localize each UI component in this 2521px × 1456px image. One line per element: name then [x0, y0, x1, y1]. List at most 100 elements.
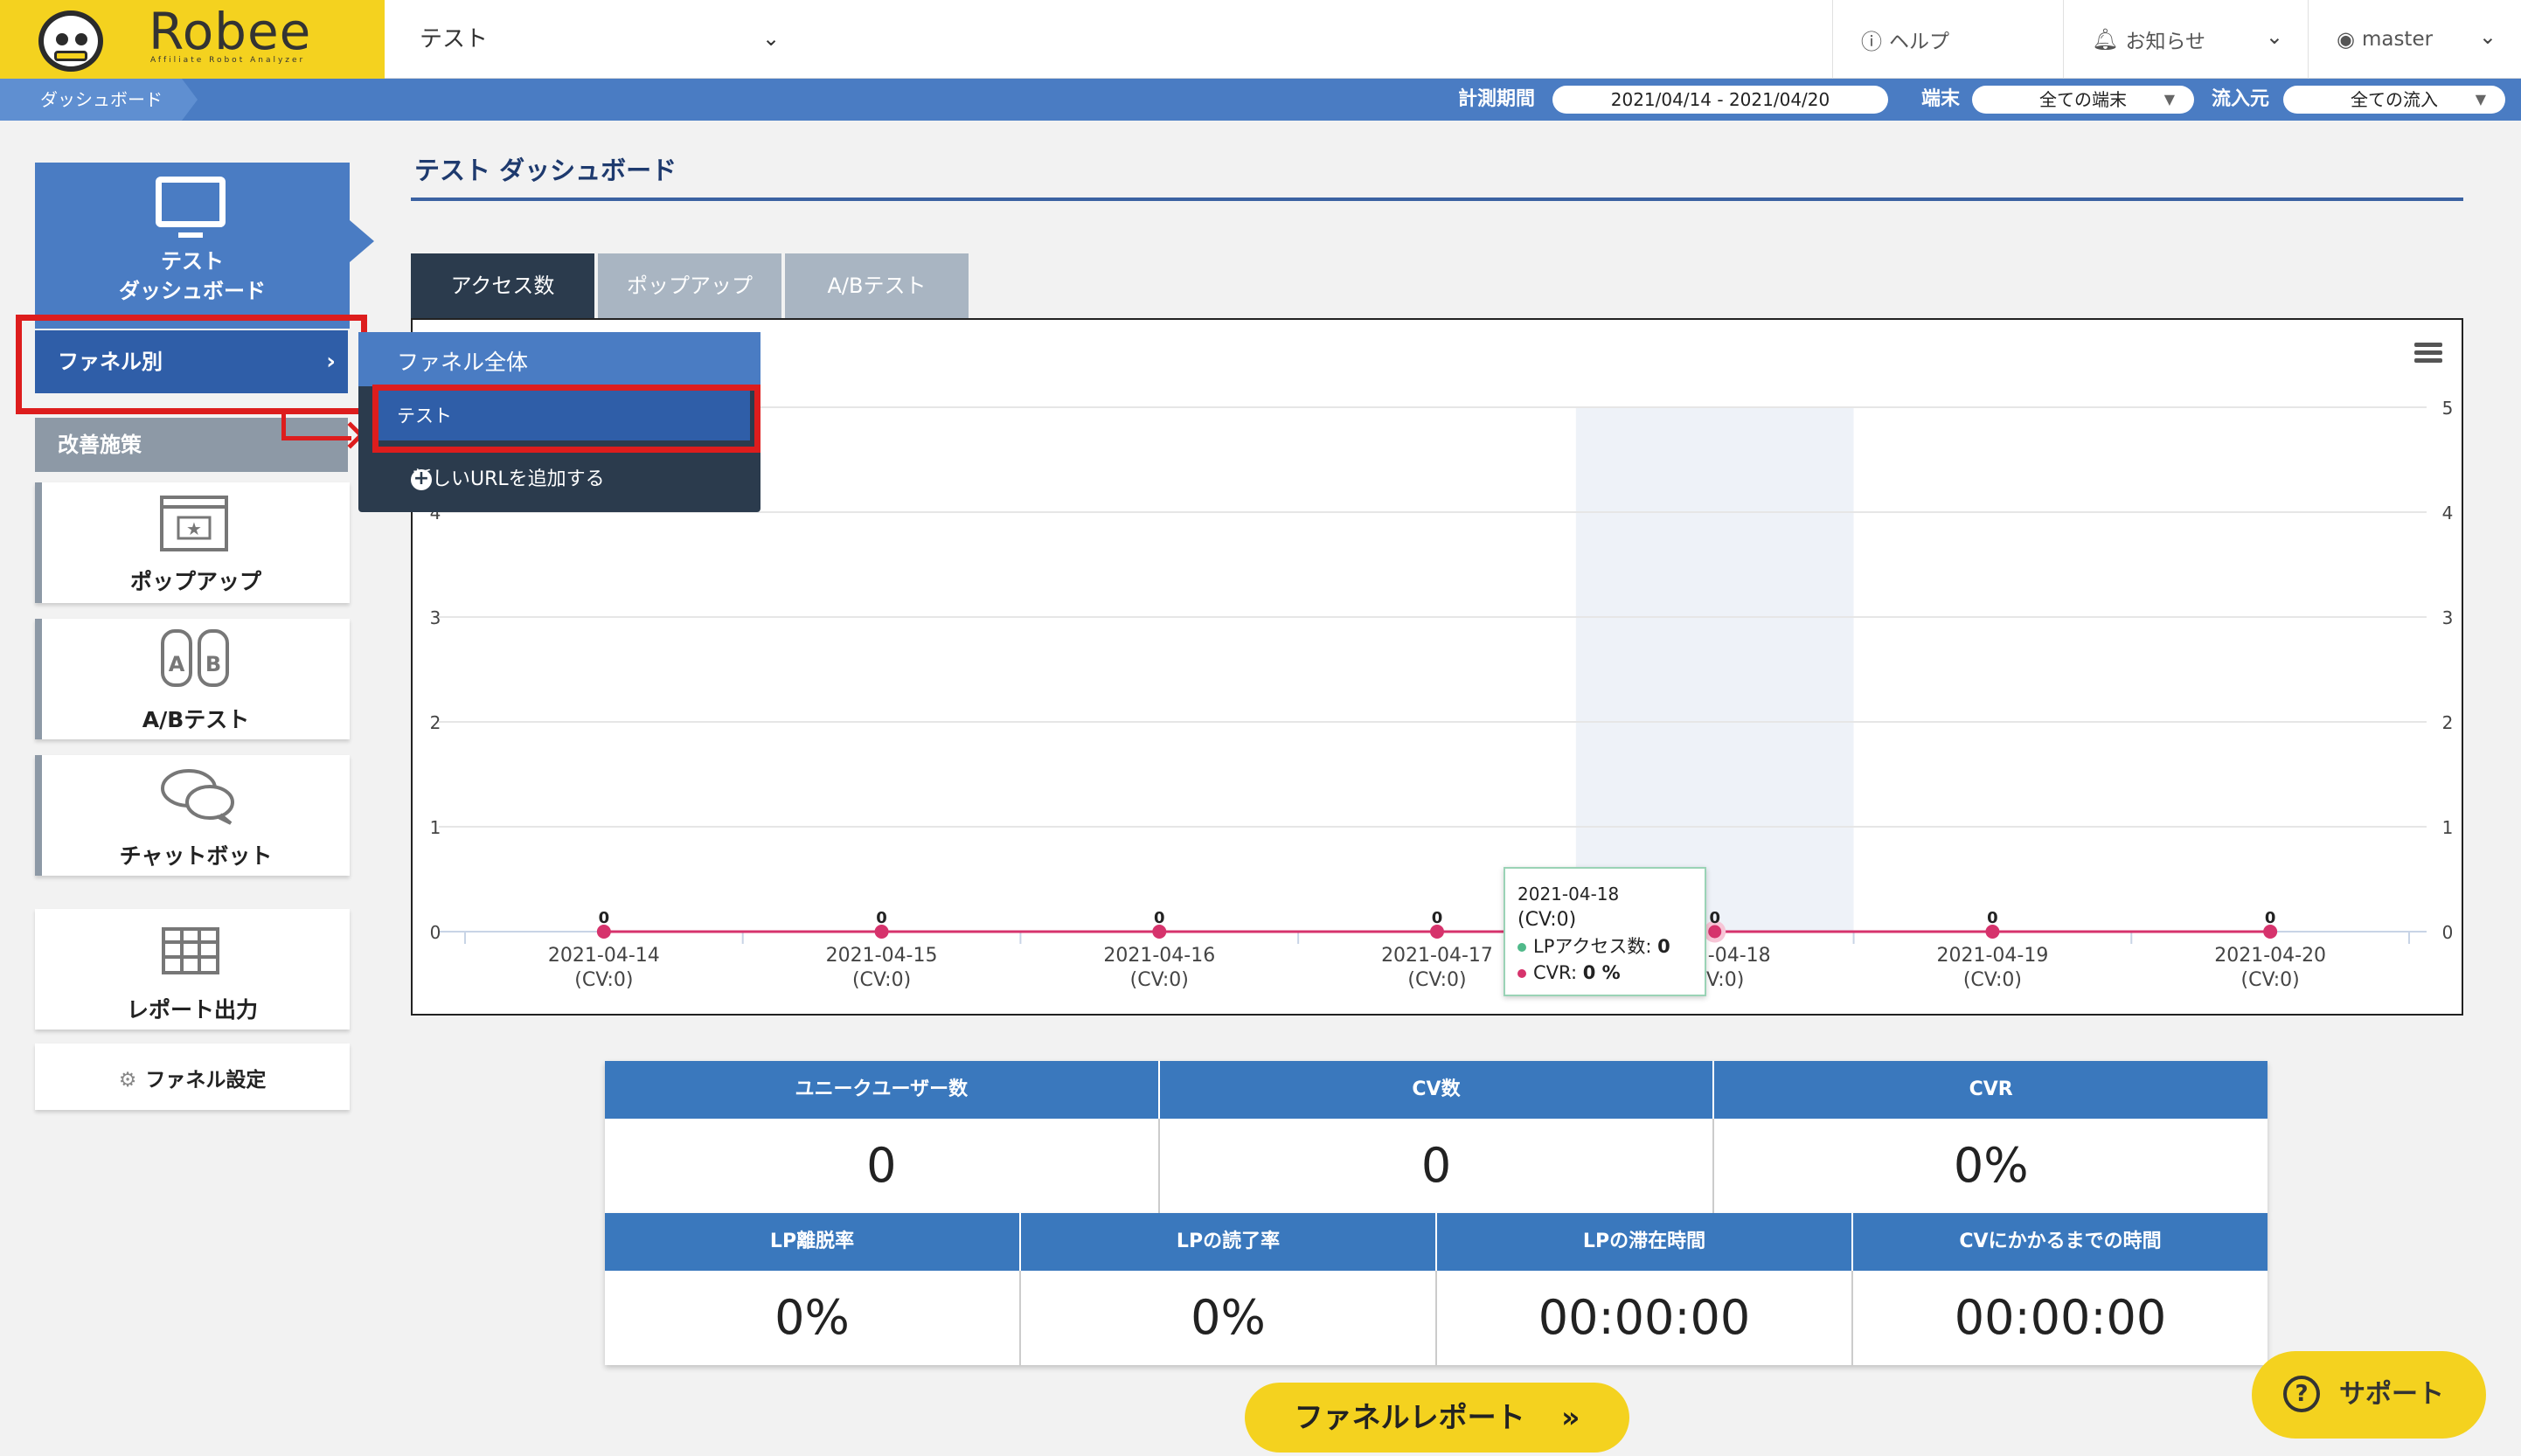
sidebar-item-abtest-label: A/Bテスト: [142, 707, 250, 732]
gear-icon: ⚙: [118, 1069, 137, 1092]
notifications-label: お知らせ: [2125, 31, 2206, 53]
question-circle-icon: ?: [2283, 1376, 2320, 1412]
tooltip-date: 2021-04-18: [1517, 884, 1620, 905]
source-label: 流入元: [2212, 88, 2270, 110]
device-label: 端末: [1921, 88, 1961, 110]
lp-bounce-value: 0%: [605, 1271, 1021, 1365]
hover-band: [1575, 407, 1854, 932]
chat-bubbles-icon: [161, 769, 234, 825]
x-tick-label: 2021-04-16: [1103, 945, 1215, 967]
sidebar-item-funnel[interactable]: ファネル別 ›: [35, 330, 348, 393]
funnel-settings-label: ファネル設定: [145, 1069, 267, 1092]
help-button[interactable]: ⓘ ヘルプ: [1832, 0, 2063, 79]
x-tick-sublabel: (CV:0): [1407, 969, 1466, 991]
x-tick-sublabel: (CV:0): [2241, 969, 2300, 991]
tab-popup[interactable]: ポップアップ: [598, 253, 781, 318]
funnel-report-button[interactable]: ファネルレポート »: [1245, 1383, 1629, 1453]
support-label: サポート: [2339, 1379, 2444, 1410]
y-tick-label-left: 3: [430, 607, 441, 628]
source-select-value: 全ての流入: [2351, 89, 2438, 110]
data-point: [1430, 925, 1444, 939]
menu-icon[interactable]: [2414, 343, 2442, 365]
sidebar-item-chatbot-label: チャットボット: [119, 843, 273, 869]
x-tick-sublabel: (CV:0): [852, 969, 911, 991]
popup-icon: ★: [160, 496, 228, 551]
data-point: [2263, 925, 2278, 939]
source-select[interactable]: 全ての流入 ▼: [2283, 86, 2505, 114]
sidebar-item-abtest[interactable]: A B A/Bテスト: [35, 619, 350, 739]
sidebar-item-report[interactable]: レポート出力: [35, 909, 350, 1030]
breadcrumb[interactable]: ダッシュボード: [0, 79, 198, 121]
top-header: [0, 0, 2521, 79]
y-tick-label-right: 0: [2442, 922, 2454, 943]
tooltip-row-access: LPアクセス数: 0: [1517, 933, 1692, 960]
data-label: 0: [1709, 909, 1720, 927]
stats-table-secondary: LP離脱率 LPの読了率 LPの滞在時間 CVにかかるまでの時間 0% 0% 0…: [605, 1213, 2268, 1365]
notifications-button[interactable]: 🔔︎ お知らせ ⌄: [2063, 0, 2308, 79]
device-select[interactable]: 全ての端末 ▼: [1972, 86, 2194, 114]
x-tick-label: 2021-04-14: [548, 945, 660, 967]
sidebar-item-report-label: レポート出力: [126, 997, 258, 1023]
y-tick-label-right: 1: [2442, 817, 2454, 838]
project-select[interactable]: テスト: [420, 26, 489, 52]
page-title: テスト ダッシュボード: [414, 156, 677, 185]
caret-down-icon: ▼: [2163, 91, 2175, 107]
data-point: [596, 925, 611, 939]
user-name: master: [2361, 28, 2434, 51]
chevron-down-icon: ⌄: [2265, 24, 2283, 49]
user-icon: ◉: [2337, 27, 2355, 52]
caret-down-icon: ▼: [2475, 91, 2486, 107]
logo-text: Robee: [149, 2, 312, 61]
chevron-down-icon[interactable]: ⌄: [762, 26, 781, 51]
user-menu-button[interactable]: ◉ master ⌄: [2308, 0, 2521, 79]
lp-read-rate-value: 0%: [1021, 1271, 1437, 1365]
line-chart: 0011223344552021-04-14(CV:0)2021-04-15(C…: [430, 398, 2454, 991]
add-url-button[interactable]: 新しいURLを追加する: [413, 468, 605, 490]
title-divider: [411, 198, 2463, 201]
cv-count-value: 0: [1159, 1119, 1715, 1213]
stat-label: CVR: [1714, 1061, 2268, 1119]
dropdown-item-test[interactable]: テスト: [376, 390, 750, 440]
dropdown-item-all-funnels[interactable]: ファネル全体: [358, 332, 760, 386]
funnel-settings-row: ⚙ ファネル設定: [35, 1063, 350, 1092]
sidebar-item-popup[interactable]: ★ ポップアップ: [35, 482, 350, 603]
logo[interactable]: Robee Affiliate Robot Analyzer: [0, 0, 385, 79]
y-tick-label-right: 5: [2442, 398, 2454, 419]
dashboard-label-line2: ダッシュボード: [119, 279, 266, 303]
y-tick-label-right: 2: [2442, 712, 2454, 733]
logo-subtitle: Affiliate Robot Analyzer: [150, 56, 306, 65]
y-tick-label-right: 4: [2442, 503, 2454, 523]
unique-users-value: 0: [605, 1119, 1160, 1213]
tab-abtest[interactable]: A/Bテスト: [785, 253, 969, 318]
data-label: 0: [1987, 909, 1998, 927]
funnel-settings-button[interactable]: ⚙ ファネル設定: [35, 1043, 350, 1110]
cvr-value: 0%: [1714, 1119, 2268, 1213]
tooltip-cv: (CV:0): [1517, 909, 1577, 931]
x-tick-sublabel: (CV:0): [1130, 969, 1189, 991]
annotation-arrow: [281, 414, 286, 440]
period-input[interactable]: 2021/04/14 - 2021/04/20: [1552, 86, 1888, 114]
ab-test-icon: A B: [161, 629, 229, 687]
y-tick-label-left: 1: [430, 817, 441, 838]
sidebar-section-improve: 改善施策: [35, 418, 348, 472]
sidebar-item-chatbot[interactable]: チャットボット: [35, 755, 350, 876]
sidebar-dashboard[interactable]: [35, 163, 350, 329]
svg-text:B: B: [205, 652, 221, 676]
time-to-cv-value: 00:00:00: [1853, 1271, 2268, 1365]
tooltip-access-label: LPアクセス数:: [1533, 936, 1652, 957]
data-label: 0: [599, 909, 610, 927]
chevron-down-icon: ⌄: [2478, 24, 2497, 49]
highlight-box: [372, 385, 760, 453]
annotation-arrow: [281, 436, 351, 440]
tab-access[interactable]: アクセス数: [411, 253, 594, 318]
data-point: [874, 925, 889, 939]
bell-icon: 🔔︎: [2092, 27, 2119, 52]
chevron-right-icon: ›: [326, 349, 336, 375]
svg-text:★: ★: [186, 518, 202, 539]
stat-label: LPの読了率: [1021, 1213, 1437, 1271]
double-chevron-right-icon: »: [1561, 1400, 1580, 1434]
sidebar-item-popup-label: ポップアップ: [129, 569, 261, 594]
data-point: [1152, 925, 1167, 939]
x-tick-label: 2021-04-17: [1381, 945, 1493, 967]
plus-circle-icon: +: [411, 469, 432, 490]
